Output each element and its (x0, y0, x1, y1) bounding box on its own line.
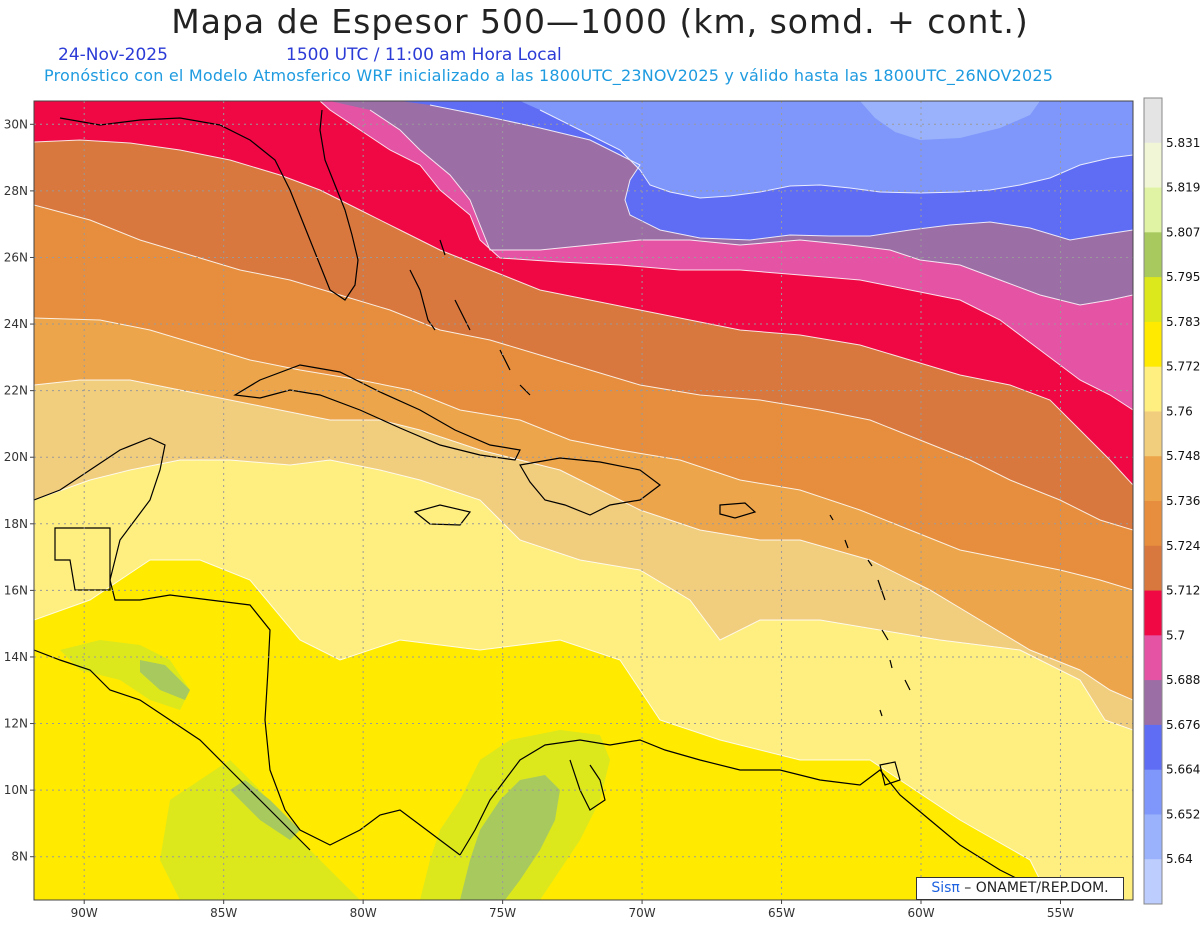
coast-pacific (34, 649, 311, 851)
colorbar-swatch (1144, 366, 1162, 412)
lon-tick-label: 60W (907, 906, 934, 920)
credit-box: Sisπ – ONAMET/REP.DOM. (916, 877, 1124, 900)
colorbar-label: 5.795 (1166, 270, 1200, 284)
lat-tick-label: 14N (4, 650, 28, 664)
band-5.795-hn (140, 660, 190, 700)
colorbar-swatch (1144, 187, 1162, 233)
colorbar-swatch (1144, 545, 1162, 592)
lon-tick-label: 90W (71, 906, 98, 920)
coast-central-america (34, 437, 461, 856)
lat-tick-label: 30N (4, 117, 28, 131)
band-5.795-ca (230, 780, 300, 840)
lat-tick-label: 22N (4, 384, 28, 398)
lon-tick-label: 55W (1047, 906, 1074, 920)
colorbar-swatch (1144, 724, 1162, 771)
colorbar-swatch (1144, 98, 1162, 144)
colorbar-swatch (1144, 232, 1162, 278)
border-belize (54, 527, 111, 591)
lat-tick-label: 10N (4, 783, 28, 797)
colorbar-label: 5.736 (1166, 494, 1200, 508)
lon-tick-label: 80W (350, 906, 377, 920)
lat-tick-label: 16N (4, 583, 28, 597)
coastlines (34, 109, 1041, 891)
lat-tick-label: 18N (4, 517, 28, 531)
colorbar-swatch (1144, 456, 1162, 502)
colorbar-swatch (1144, 321, 1162, 368)
lon-tick-label: 70W (629, 906, 656, 920)
lat-tick-label: 28N (4, 184, 28, 198)
lon-tick-label: 65W (768, 906, 795, 920)
colorbar-swatch (1144, 590, 1162, 636)
lat-tick-label: 26N (4, 250, 28, 264)
contour-lines (34, 101, 1133, 900)
lat-tick-label: 20N (4, 450, 28, 464)
colorbar-label: 5.772 (1166, 360, 1200, 374)
coast-trinidad (879, 761, 901, 786)
colorbar-label: 5.688 (1166, 673, 1200, 687)
colorbar-swatch (1144, 411, 1162, 457)
colorbar-swatch (1144, 814, 1162, 860)
colorbar-swatch (1144, 680, 1162, 726)
band-5.64 (860, 101, 1040, 140)
coast-florida (59, 109, 359, 301)
colorbar-label: 5.831 (1166, 136, 1200, 150)
credit-brand: Sisπ (931, 880, 960, 896)
model-subtitle: Pronóstico con el Modelo Atmosferico WRF… (44, 66, 1054, 85)
lat-tick-label: 8N (11, 850, 28, 864)
colorbar-frame (1143, 97, 1163, 905)
colorbar-label: 5.64 (1166, 852, 1193, 866)
latitude-ticks: 30N 28N 26N 24N 22N 20N 18N 16N 14N 12N 10N 8N (4, 117, 34, 864)
colorbar-label: 5.76 (1166, 404, 1193, 418)
coast-south-america (459, 739, 1041, 891)
colorbar-label: 5.724 (1166, 539, 1200, 553)
map-title: Mapa de Espesor 500—1000 (km, somd. + co… (171, 2, 1029, 41)
colorbar-swatch (1144, 769, 1162, 815)
colorbar-swatch (1144, 859, 1162, 905)
plot-frame (33, 100, 1134, 901)
colorbar-label: 5.748 (1166, 449, 1200, 463)
colorbar-label: 5.676 (1166, 718, 1200, 732)
forecast-time: 1500 UTC / 11:00 am Hora Local (286, 45, 562, 65)
gridlines (34, 101, 1133, 900)
band-5.795-sa (460, 775, 560, 900)
lat-tick-label: 24N (4, 317, 28, 331)
coast-maracaibo (569, 759, 606, 811)
colorbar-label: 5.783 (1166, 315, 1200, 329)
colorbar-label: 5.664 (1166, 763, 1200, 777)
longitude-ticks: 90W 85W 80W 75W 70W 65W 60W 55W (71, 900, 1074, 920)
colorbar: 5.831 5.819 5.807 5.795 5.783 5.772 5.76 5.748 5… (1143, 97, 1200, 905)
colorbar-swatch (1144, 277, 1162, 323)
coast-cuba (233, 364, 521, 461)
coast-puerto-rico (719, 502, 757, 519)
thickness-field (34, 101, 1133, 900)
forecast-date: 24-Nov-2025 (58, 45, 168, 65)
colorbar-label: 5.807 (1166, 225, 1200, 239)
lon-tick-label: 85W (210, 906, 237, 920)
colorbar-label: 5.7 (1166, 628, 1185, 642)
colorbar-swatch (1144, 501, 1162, 547)
band-5.783-hn (60, 640, 190, 710)
band-5.783-ca (160, 760, 360, 900)
lat-tick-label: 12N (4, 717, 28, 731)
colorbar-swatch (1144, 142, 1162, 189)
coast-jamaica (413, 504, 472, 526)
coast-hispaniola (519, 457, 661, 516)
colorbar-swatch (1144, 635, 1162, 681)
credit-text: – ONAMET/REP.DOM. (959, 880, 1109, 896)
colorbar-label: 5.819 (1166, 181, 1200, 195)
coast-bahamas (409, 239, 531, 396)
colorbar-label: 5.652 (1166, 807, 1200, 821)
colorbar-label: 5.712 (1166, 584, 1200, 598)
lon-tick-label: 75W (489, 906, 516, 920)
